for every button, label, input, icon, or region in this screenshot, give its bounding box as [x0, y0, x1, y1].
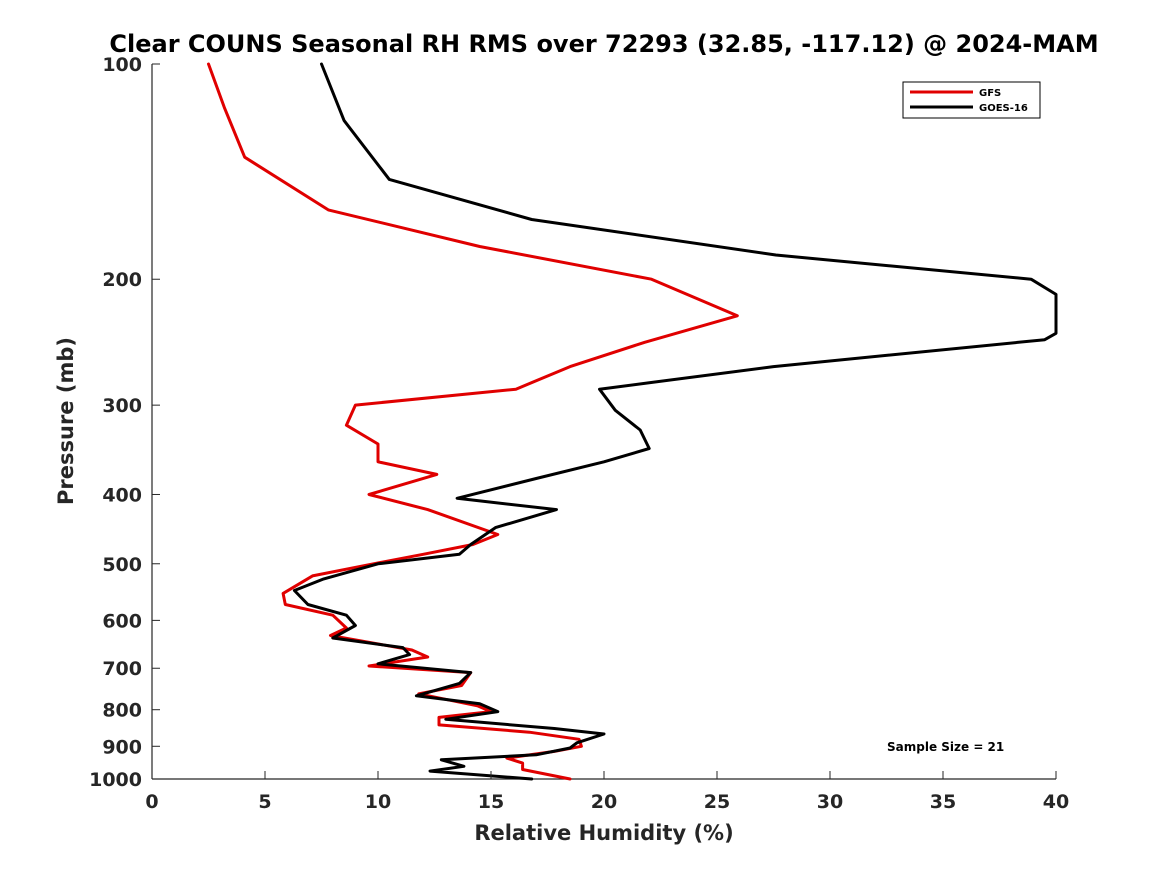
ticks-layer: 0 5 10 15 20 25 30 35 40 100 200 300 400 500 600 700 800… — [89, 54, 1069, 813]
y-tick-label-400: 400 — [102, 484, 142, 506]
plot-area: 0 5 10 15 20 25 30 35 40 100 200 300 400 500 600 700 800… — [89, 54, 1069, 813]
x-tick-label-20: 20 — [591, 791, 617, 813]
series-line-gfs — [207, 62, 739, 781]
sample-size-annotation: Sample Size = 21 — [887, 740, 1004, 754]
legend-box — [902, 81, 1041, 119]
x-tick-label-35: 35 — [930, 791, 956, 813]
series-layer — [207, 62, 1058, 781]
x-tick-label-25: 25 — [704, 791, 730, 813]
x-tick-label-0: 0 — [145, 791, 158, 813]
x-tick-label-5: 5 — [258, 791, 271, 813]
y-tick-label-600: 600 — [102, 610, 142, 632]
y-tick-label-100: 100 — [102, 54, 142, 76]
x-tick-label-10: 10 — [365, 791, 391, 813]
x-tick-label-30: 30 — [817, 791, 843, 813]
y-tick-label-800: 800 — [102, 700, 142, 722]
legend-gfs-label: GFS — [979, 88, 1001, 99]
x-axis-label: Relative Humidity (%) — [474, 821, 733, 845]
y-tick-label-500: 500 — [102, 554, 142, 576]
y-tick-label-1000: 1000 — [89, 769, 142, 791]
legend: GFS GOES-16 — [902, 81, 1041, 119]
x-tick-label-40: 40 — [1043, 791, 1069, 813]
y-tick-label-200: 200 — [102, 269, 142, 291]
y-tick-label-300: 300 — [102, 395, 142, 417]
y-tick-label-700: 700 — [102, 658, 142, 680]
chart-title: Clear COUNS Seasonal RH RMS over 72293 (… — [109, 30, 1098, 58]
x-tick-label-15: 15 — [478, 791, 504, 813]
series-line-goes16 — [292, 62, 1058, 781]
y-tick-label-900: 900 — [102, 736, 142, 758]
axes-background — [152, 64, 1056, 779]
legend-goes16-label: GOES-16 — [979, 103, 1028, 114]
y-axis-label: Pressure (mb) — [54, 337, 78, 505]
